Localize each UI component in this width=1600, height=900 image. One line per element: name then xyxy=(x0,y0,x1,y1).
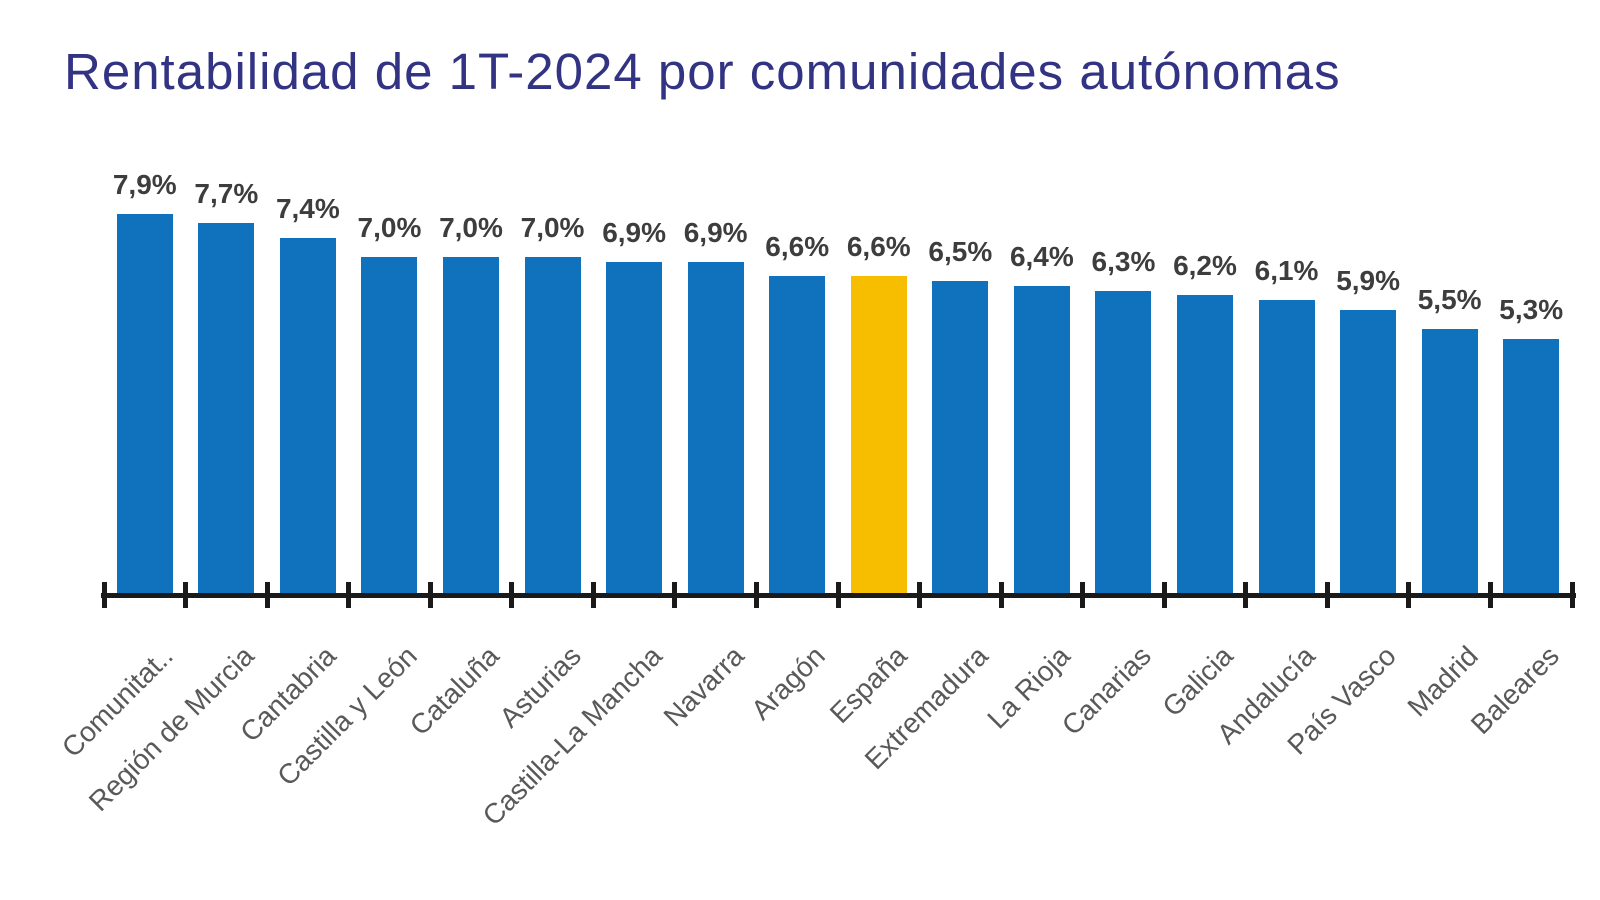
bar-castilla-la-mancha xyxy=(606,261,663,593)
value-label-regio-n-de-murcia: 7,7% xyxy=(194,178,259,210)
bar-catalun-a xyxy=(443,257,499,593)
x-axis-tick xyxy=(1243,582,1249,608)
value-label-pai-s-vasco: 5,9% xyxy=(1336,264,1401,296)
x-axis-tick xyxy=(1080,582,1086,608)
x-axis-tick xyxy=(1324,582,1330,608)
x-axis-tick xyxy=(509,582,515,608)
x-axis-tick xyxy=(998,582,1004,608)
x-axis-tick xyxy=(753,582,759,608)
x-axis-tick xyxy=(672,582,678,608)
x-axis-tick xyxy=(590,582,596,608)
value-label-extremadura: 6,5% xyxy=(928,236,993,267)
value-label-andaluci-a: 6,1% xyxy=(1254,255,1319,287)
value-label-galicia: 6,2% xyxy=(1173,250,1237,282)
value-label-asturias: 7,0% xyxy=(520,212,585,243)
x-axis-tick xyxy=(917,582,923,608)
bar-castilla-y-leo-n xyxy=(361,257,418,593)
bar-asturias xyxy=(524,257,581,593)
x-axis-tick xyxy=(1161,582,1167,608)
bar-madrid xyxy=(1421,329,1478,593)
bar-arago-n xyxy=(769,276,826,593)
bar-navarra xyxy=(687,261,744,593)
value-label-baleares: 5,3% xyxy=(1499,293,1564,325)
chart-title: Rentabilidad de 1T-2024 por comunidades … xyxy=(64,43,1341,100)
value-label-cantabria: 7,4% xyxy=(275,192,340,224)
value-label-la-rioja: 6,4% xyxy=(1009,240,1074,272)
value-label-catalun-a: 7,0% xyxy=(439,212,503,243)
value-label-castilla-la-mancha: 6,9% xyxy=(602,216,667,248)
x-axis-tick xyxy=(1406,582,1412,608)
bar-pai-s-vasco xyxy=(1340,309,1397,593)
bar-canarias xyxy=(1095,290,1152,593)
value-label-navarra: 6,9% xyxy=(683,216,748,248)
bar-regio-n-de-murcia xyxy=(198,223,255,593)
value-label-castilla-y-leo-n: 7,0% xyxy=(357,212,422,243)
bar-galicia xyxy=(1177,295,1233,593)
x-axis-tick xyxy=(346,582,352,608)
bar-espan-a xyxy=(850,276,907,593)
x-axis-tick xyxy=(1569,582,1575,608)
bar-comunitat xyxy=(116,213,173,593)
value-label-espan-a: 6,6% xyxy=(846,231,911,263)
bar-extremadura xyxy=(932,281,989,593)
bar-cantabria xyxy=(279,237,336,593)
x-axis-tick xyxy=(427,582,433,608)
value-label-arago-n: 6,6% xyxy=(765,231,830,263)
x-axis-tick xyxy=(101,582,107,608)
bar-baleares xyxy=(1503,338,1560,593)
x-axis-tick xyxy=(835,582,841,608)
value-label-comunitat: 7,9% xyxy=(112,168,177,200)
x-axis-tick xyxy=(183,582,189,608)
bar-andaluci-a xyxy=(1258,300,1315,593)
value-label-madrid: 5,5% xyxy=(1417,284,1482,315)
bar-la-rioja xyxy=(1013,285,1070,593)
x-axis-tick xyxy=(264,582,270,608)
x-axis-tick xyxy=(1487,582,1493,608)
value-label-canarias: 6,3% xyxy=(1091,245,1156,277)
